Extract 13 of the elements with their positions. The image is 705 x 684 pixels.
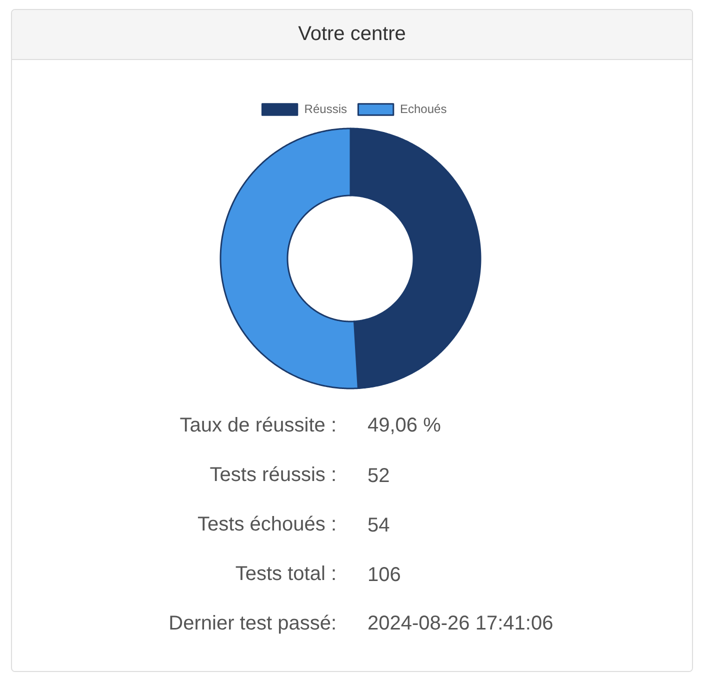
text: 49,06 % (368, 414, 442, 436)
text: Dernier test passé: (168, 612, 337, 634)
chart-title: Votre centre (298, 22, 406, 47)
text: 2024-08-26 17:41:06 (368, 612, 554, 634)
text: Taux de réussite : (180, 414, 336, 436)
legend-label: Réussis (304, 102, 347, 116)
legend-label: Echoués (400, 102, 447, 116)
text: Tests réussis : (210, 464, 337, 486)
text: 54 (368, 514, 390, 536)
text: Tests échoués : (198, 514, 337, 536)
text: 106 (368, 564, 401, 586)
text: 52 (368, 465, 390, 487)
text: Tests total : (235, 563, 337, 585)
